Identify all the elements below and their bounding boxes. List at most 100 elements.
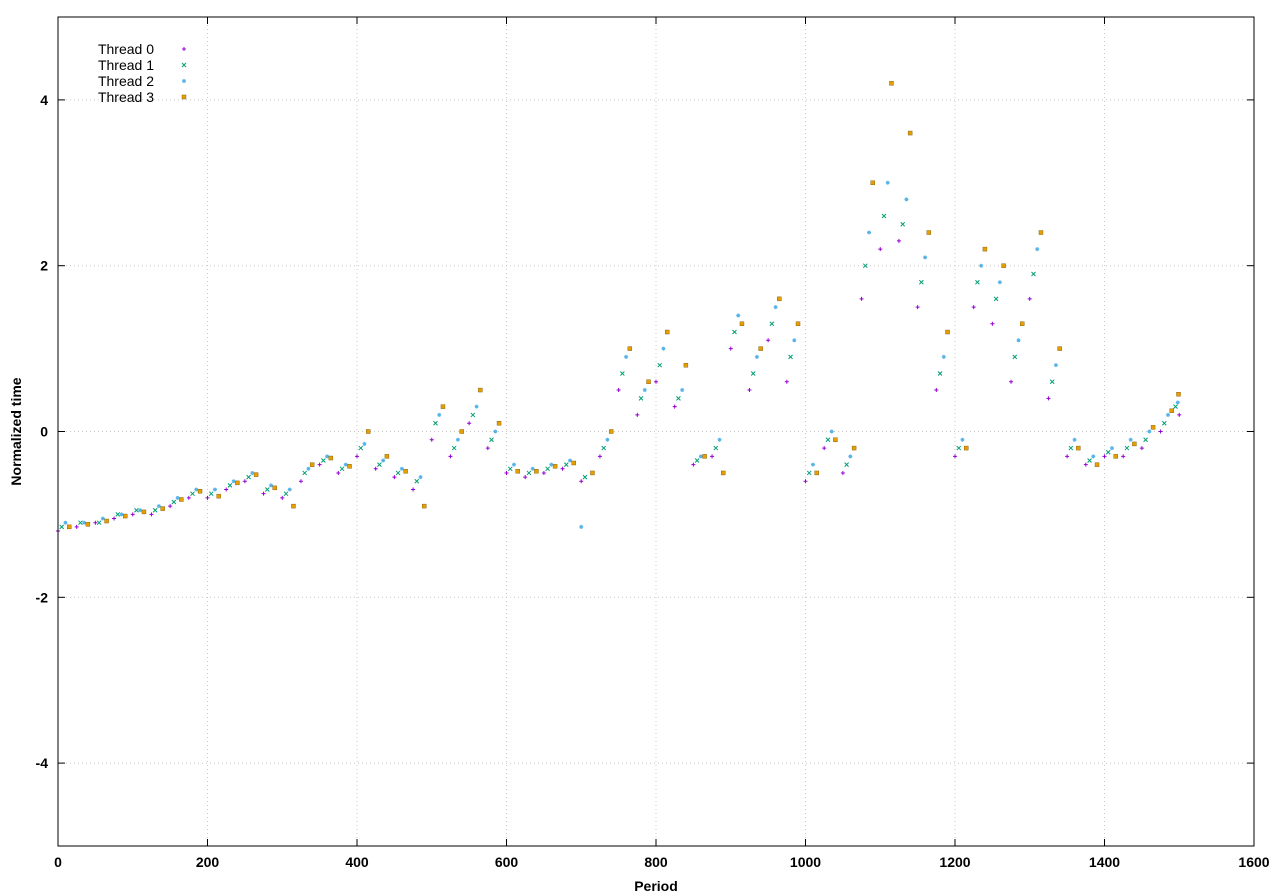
data-point xyxy=(1173,404,1178,409)
data-point xyxy=(264,487,270,492)
data-point xyxy=(205,495,210,500)
legend-marker xyxy=(182,47,186,51)
data-point xyxy=(433,420,438,426)
data-point xyxy=(694,458,700,463)
data-point xyxy=(149,512,154,517)
data-point xyxy=(302,470,308,476)
data-point xyxy=(511,462,516,467)
data-point xyxy=(806,470,812,476)
data-point xyxy=(582,474,588,480)
data-point xyxy=(418,475,423,480)
data-point xyxy=(115,512,121,517)
y-axis-title: Normalized time xyxy=(8,377,24,485)
data-point xyxy=(384,454,390,459)
data-point xyxy=(941,354,946,359)
data-point xyxy=(739,321,745,326)
data-point xyxy=(1012,354,1018,360)
data-point xyxy=(769,321,775,327)
data-point xyxy=(825,437,831,443)
data-point xyxy=(777,296,782,302)
data-point xyxy=(526,470,532,476)
data-point xyxy=(395,470,401,476)
data-point xyxy=(642,388,647,393)
data-point xyxy=(59,524,65,530)
data-point xyxy=(403,469,408,474)
data-point xyxy=(1038,230,1044,235)
data-point xyxy=(904,197,909,202)
data-point xyxy=(261,491,266,496)
data-point xyxy=(676,395,681,401)
data-point xyxy=(171,499,177,505)
data-point xyxy=(698,454,703,459)
data-point xyxy=(493,429,498,434)
data-point xyxy=(67,524,72,530)
data-point xyxy=(993,296,999,302)
data-point xyxy=(74,524,79,529)
data-point xyxy=(119,512,124,517)
data-point xyxy=(287,487,292,492)
data-point xyxy=(601,445,607,451)
data-point xyxy=(672,404,677,409)
data-point xyxy=(478,387,483,393)
data-point xyxy=(250,470,255,475)
data-point xyxy=(1109,446,1114,451)
data-point xyxy=(881,213,887,219)
data-point xyxy=(1176,391,1181,397)
data-point xyxy=(112,516,117,521)
data-point xyxy=(979,263,984,268)
data-point xyxy=(381,458,386,463)
data-point xyxy=(1009,379,1014,384)
data-point xyxy=(216,493,221,499)
data-point xyxy=(1091,454,1096,459)
data-point xyxy=(964,445,969,451)
data-point xyxy=(915,305,920,310)
data-point xyxy=(870,180,875,186)
data-point xyxy=(156,504,161,509)
y-tick-label: 4 xyxy=(40,92,48,108)
data-point xyxy=(758,346,763,351)
data-point xyxy=(336,470,341,475)
legend-marker xyxy=(181,94,187,100)
data-point xyxy=(867,230,872,235)
data-point xyxy=(851,445,857,451)
data-point xyxy=(317,462,322,467)
data-point xyxy=(366,429,371,434)
data-point xyxy=(190,491,195,497)
data-point xyxy=(321,458,326,463)
data-point xyxy=(889,81,894,86)
data-point xyxy=(93,520,98,525)
data-point xyxy=(343,462,348,467)
data-point xyxy=(104,518,109,524)
data-point xyxy=(272,485,277,491)
data-point xyxy=(844,462,849,468)
data-point xyxy=(848,454,853,459)
data-point xyxy=(130,512,135,517)
data-point xyxy=(1158,429,1163,434)
data-point xyxy=(862,263,868,269)
data-point xyxy=(657,362,663,368)
data-point xyxy=(231,479,236,484)
x-tick-label: 200 xyxy=(196,854,220,870)
data-point xyxy=(975,279,980,285)
data-point xyxy=(347,464,352,469)
data-point xyxy=(1027,296,1032,301)
data-point xyxy=(362,441,367,446)
data-point xyxy=(1102,454,1107,459)
data-point xyxy=(1124,445,1130,451)
data-point xyxy=(945,329,950,335)
data-point xyxy=(246,474,251,480)
data-point xyxy=(489,437,494,443)
data-point xyxy=(1076,445,1081,451)
data-point xyxy=(803,479,808,484)
data-point xyxy=(635,412,640,417)
data-point xyxy=(325,454,330,459)
data-point xyxy=(298,479,303,484)
legend-label: Thread 2 xyxy=(98,73,154,89)
data-point xyxy=(82,520,87,525)
points-layer xyxy=(56,81,1182,533)
data-point xyxy=(422,503,427,509)
data-point xyxy=(253,472,259,477)
data-point xyxy=(1169,408,1174,413)
data-point xyxy=(926,230,932,235)
